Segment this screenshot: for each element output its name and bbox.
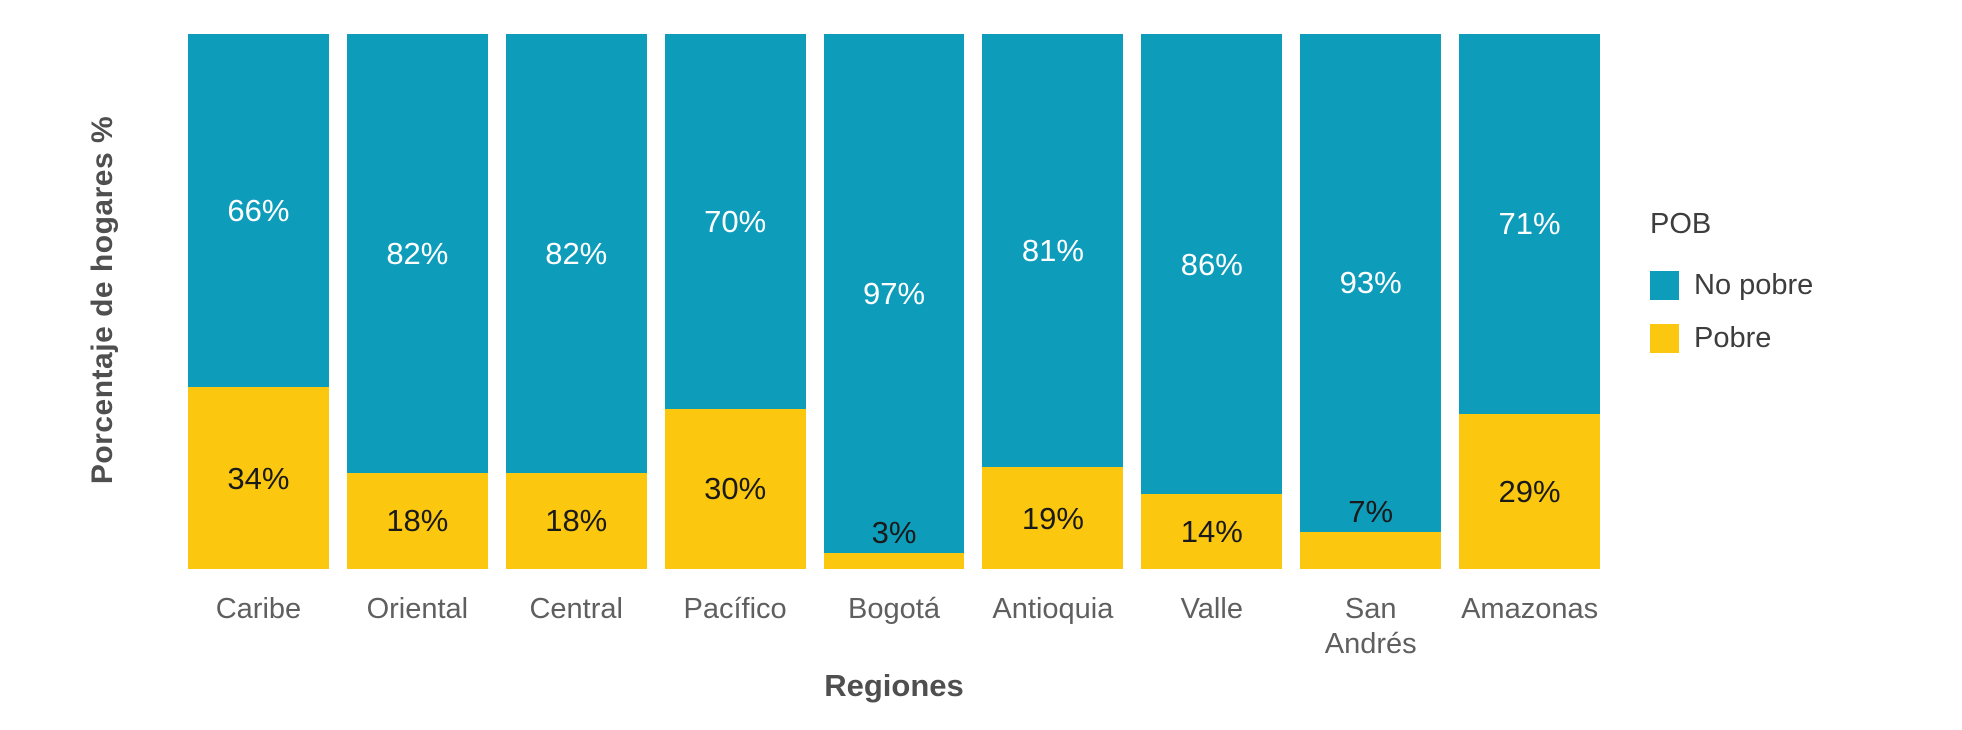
x-tick-san-andres: San Andrés (1324, 593, 1417, 660)
value-label-pobre-bogota: 3% (871, 514, 917, 550)
legend-item-pobre: Pobre (1650, 322, 1813, 355)
segment-pobre-amazonas: 29% (1459, 413, 1601, 569)
segment-no-pobre-caribe: 66% (188, 34, 329, 388)
value-label-no-pobre-caribe: 66% (227, 193, 290, 229)
x-tick-oriental: Oriental (366, 593, 469, 625)
segment-pobre-valle: 14% (1141, 494, 1283, 569)
value-label-no-pobre-pacifico: 70% (704, 203, 767, 239)
segment-pobre-bogota (823, 552, 965, 569)
segment-no-pobre-pacifico: 70% (664, 34, 806, 409)
x-tick-antioquia: Antioquia (992, 593, 1114, 625)
value-label-pobre-san-andres: 7% (1348, 493, 1394, 529)
legend-swatch-no-pobre (1650, 271, 1679, 300)
x-tick-valle: Valle (1180, 593, 1243, 625)
bar-caribe: 66% 34% (188, 34, 329, 569)
bar-bogota: 97% 3% (823, 34, 965, 569)
value-label-pobre-caribe: 34% (227, 460, 290, 496)
value-label-pobre-pacifico: 30% (704, 471, 767, 507)
plot-area: 66% 34% 82% 18% 82% 18% 70% 30% 97% 3% 81% 19% 86% 14… (188, 34, 1601, 569)
legend-title: POB (1650, 208, 1712, 240)
legend-items: No pobre Pobre (1650, 269, 1813, 355)
segment-no-pobre-antioquia: 81% (982, 34, 1124, 468)
value-label-no-pobre-valle: 86% (1180, 246, 1243, 282)
x-tick-pacifico: Pacífico (683, 593, 787, 625)
x-axis-labels: Caribe Oriental Central Pacífico Bogotá Antio… (188, 592, 1600, 662)
x-tick-amazonas: Amazonas (1461, 593, 1599, 625)
x-tick-caribe: Caribe (215, 593, 302, 625)
value-label-pobre-antioquia: 19% (1021, 500, 1084, 536)
segment-no-pobre-valle: 86% (1141, 34, 1283, 495)
bar-san-andres: 93% 7% (1300, 34, 1442, 569)
bar-amazonas: 71% 29% (1459, 34, 1601, 569)
x-tick-central: Central (529, 593, 623, 625)
segment-pobre-antioquia: 19% (982, 467, 1124, 569)
legend: POB No pobre Pobre (1650, 208, 1813, 375)
legend-item-no-pobre: No pobre (1650, 269, 1813, 302)
legend-label-no-pobre: No pobre (1694, 269, 1814, 301)
bar-antioquia: 81% 19% (982, 34, 1124, 569)
value-label-no-pobre-san-andres: 93% (1339, 265, 1402, 301)
segment-pobre-san-andres (1300, 531, 1442, 569)
bar-pacifico: 70% 30% (664, 34, 806, 569)
value-label-pobre-amazonas: 29% (1498, 473, 1561, 509)
value-label-pobre-valle: 14% (1180, 514, 1243, 550)
bar-central: 82% 18% (505, 34, 647, 569)
segment-pobre-oriental: 18% (346, 472, 488, 569)
value-label-pobre-oriental: 18% (386, 503, 449, 539)
bar-oriental: 82% 18% (346, 34, 488, 569)
segment-pobre-central: 18% (505, 472, 647, 569)
value-label-no-pobre-central: 82% (545, 235, 608, 271)
x-axis-title: Regiones (824, 668, 964, 703)
segment-pobre-pacifico: 30% (664, 408, 806, 569)
segment-no-pobre-san-andres: 93% (1300, 34, 1442, 532)
segment-no-pobre-oriental: 82% (346, 34, 488, 473)
segment-no-pobre-central: 82% (505, 34, 647, 473)
value-label-no-pobre-oriental: 82% (386, 235, 449, 271)
segment-no-pobre-bogota: 97% (823, 34, 965, 553)
segment-pobre-caribe: 34% (188, 387, 329, 569)
segment-no-pobre-amazonas: 71% (1459, 34, 1601, 414)
x-tick-bogota: Bogotá (848, 593, 940, 625)
value-label-no-pobre-bogota: 97% (862, 275, 926, 311)
bar-valle: 86% 14% (1141, 34, 1283, 569)
y-axis-label: Porcentaje de hogares % (86, 115, 119, 485)
value-label-no-pobre-antioquia: 81% (1021, 233, 1084, 269)
value-label-no-pobre-amazonas: 71% (1498, 206, 1561, 242)
legend-label-pobre: Pobre (1694, 322, 1772, 354)
legend-swatch-pobre (1650, 324, 1679, 353)
value-label-pobre-central: 18% (545, 503, 608, 539)
